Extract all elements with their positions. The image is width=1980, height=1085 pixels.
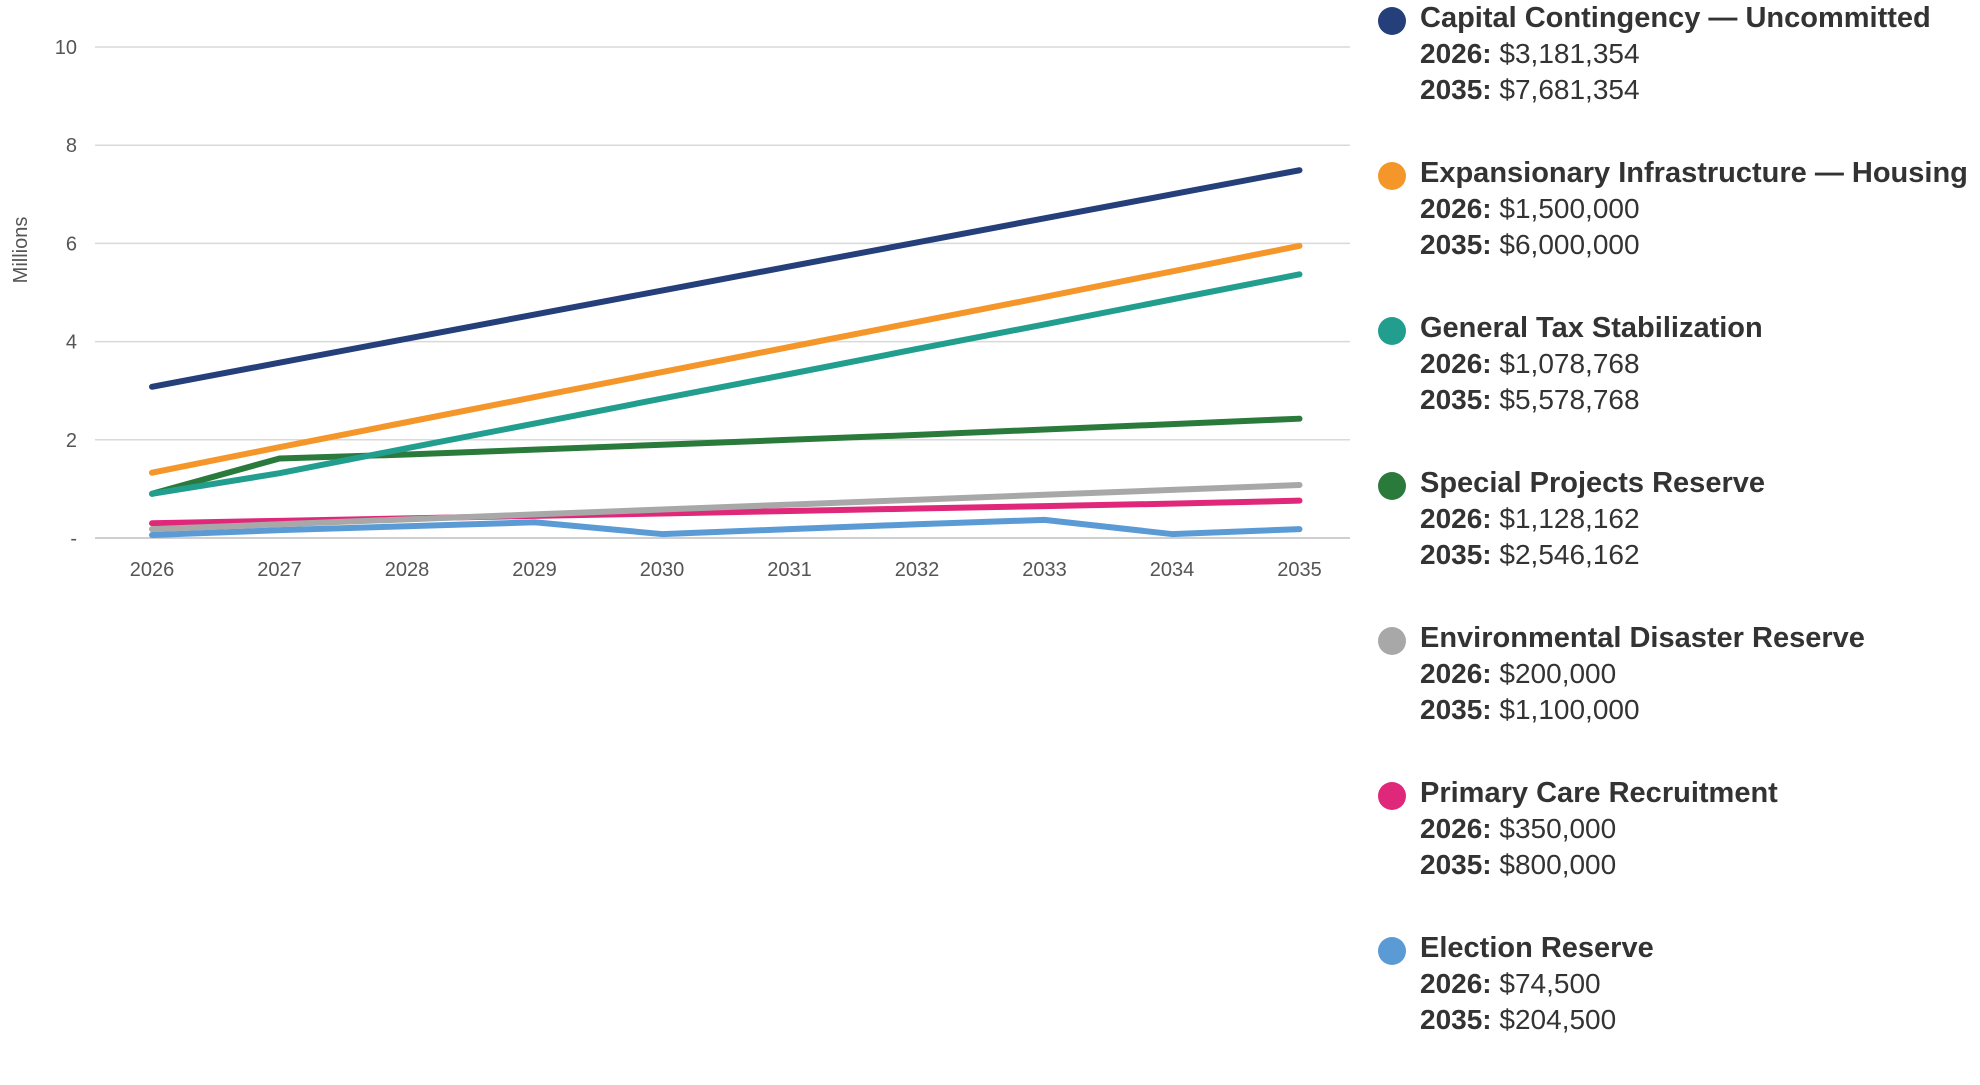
legend-end-row: 2035: $7,681,354	[1420, 74, 1640, 106]
legend-entry: General Tax Stabilization 2026: $1,078,76…	[1378, 310, 1978, 465]
legend-series-name: Environmental Disaster Reserve	[1420, 622, 1865, 654]
chart-canvas: - 2 4 6 8 10 2026 2027 2028 2029 2030 2031 2032 2033…	[10, 37, 1350, 581]
x-tick-label: 2028	[385, 559, 430, 581]
legend-year-label: 2035:	[1420, 539, 1492, 570]
legend-color-swatch	[1378, 317, 1406, 345]
legend-entry: Environmental Disaster Reserve 2026: $200…	[1378, 620, 1978, 775]
x-tick-label: 2030	[640, 559, 685, 581]
legend-start-row: 2026: $1,128,162	[1420, 503, 1640, 535]
legend-end-row: 2035: $5,578,768	[1420, 384, 1640, 416]
legend-year-label: 2035:	[1420, 849, 1492, 880]
x-tick-label: 2027	[257, 559, 302, 581]
y-tick-label: -	[70, 528, 77, 550]
legend-year-label: 2035:	[1420, 694, 1492, 725]
y-tick-label: 6	[66, 233, 77, 255]
legend-amount: $1,128,162	[1491, 503, 1640, 534]
legend: Capital Contingency — Uncommitted 2026: $…	[1378, 0, 1978, 1085]
series-line	[149, 167, 1303, 390]
series-line	[149, 271, 1303, 497]
x-tick-label: 2029	[512, 559, 557, 581]
x-tick-label: 2032	[895, 559, 940, 581]
series-lines	[149, 167, 1303, 539]
y-axis-title: Millions	[10, 217, 32, 284]
series-line	[149, 242, 1303, 476]
legend-entry: Expansionary Infrastructure — Housing 202…	[1378, 155, 1978, 310]
y-axis-ticks: - 2 4 6 8 10	[55, 37, 77, 550]
legend-amount: $3,181,354	[1491, 38, 1640, 69]
grid-lines	[95, 46, 1350, 539]
y-tick-label: 2	[66, 430, 77, 452]
legend-series-name: Expansionary Infrastructure — Housing	[1420, 157, 1968, 189]
legend-year-label: 2026:	[1420, 193, 1492, 224]
legend-amount: $7,681,354	[1491, 74, 1640, 105]
legend-year-label: 2035:	[1420, 229, 1492, 260]
series-line	[149, 516, 1303, 539]
y-tick-label: 8	[66, 135, 77, 157]
legend-amount: $1,100,000	[1491, 694, 1640, 725]
legend-start-row: 2026: $1,078,768	[1420, 348, 1640, 380]
legend-end-row: 2035: $2,546,162	[1420, 539, 1640, 571]
legend-entry: Election Reserve 2026: $74,500 2035: $204,…	[1378, 930, 1978, 1085]
legend-year-label: 2026:	[1420, 38, 1492, 69]
legend-year-label: 2026:	[1420, 503, 1492, 534]
legend-year-label: 2026:	[1420, 658, 1492, 689]
legend-year-label: 2035:	[1420, 384, 1492, 415]
legend-entry: Capital Contingency — Uncommitted 2026: $…	[1378, 0, 1978, 155]
legend-series-name: General Tax Stabilization	[1420, 312, 1763, 344]
legend-start-row: 2026: $350,000	[1420, 813, 1616, 845]
legend-color-swatch	[1378, 627, 1406, 655]
legend-end-row: 2035: $1,100,000	[1420, 694, 1640, 726]
series-line	[149, 481, 1303, 533]
legend-end-row: 2035: $204,500	[1420, 1004, 1616, 1036]
x-tick-label: 2035	[1277, 559, 1322, 581]
legend-amount: $74,500	[1491, 968, 1601, 999]
legend-series-name: Capital Contingency — Uncommitted	[1420, 2, 1931, 34]
legend-year-label: 2026:	[1420, 968, 1492, 999]
legend-amount: $6,000,000	[1491, 229, 1640, 260]
legend-start-row: 2026: $74,500	[1420, 968, 1601, 1000]
legend-color-swatch	[1378, 782, 1406, 810]
legend-color-swatch	[1378, 7, 1406, 35]
legend-start-row: 2026: $1,500,000	[1420, 193, 1640, 225]
legend-amount: $204,500	[1491, 1004, 1617, 1035]
legend-amount: $2,546,162	[1491, 539, 1640, 570]
legend-year-label: 2035:	[1420, 1004, 1492, 1035]
legend-year-label: 2026:	[1420, 348, 1492, 379]
legend-end-row: 2035: $800,000	[1420, 849, 1616, 881]
legend-end-row: 2035: $6,000,000	[1420, 229, 1640, 261]
legend-entry: Special Projects Reserve 2026: $1,128,162…	[1378, 465, 1978, 620]
legend-color-swatch	[1378, 162, 1406, 190]
legend-year-label: 2026:	[1420, 813, 1492, 844]
legend-amount: $5,578,768	[1491, 384, 1640, 415]
legend-start-row: 2026: $3,181,354	[1420, 38, 1640, 70]
legend-entry: Primary Care Recruitment 2026: $350,000 20…	[1378, 775, 1978, 930]
x-tick-label: 2031	[767, 559, 812, 581]
line-chart: - 2 4 6 8 10 2026 2027 2028 2029 2030 2031 2032 2033…	[0, 0, 1360, 620]
series-line	[149, 415, 1303, 497]
legend-amount: $1,500,000	[1491, 193, 1640, 224]
x-tick-label: 2033	[1022, 559, 1067, 581]
legend-amount: $800,000	[1491, 849, 1617, 880]
x-tick-label: 2026	[130, 559, 175, 581]
x-tick-label: 2034	[1150, 559, 1195, 581]
legend-amount: $1,078,768	[1491, 348, 1640, 379]
legend-amount: $200,000	[1491, 658, 1617, 689]
legend-series-name: Election Reserve	[1420, 932, 1654, 964]
legend-amount: $350,000	[1491, 813, 1617, 844]
legend-color-swatch	[1378, 472, 1406, 500]
legend-series-name: Special Projects Reserve	[1420, 467, 1765, 499]
legend-start-row: 2026: $200,000	[1420, 658, 1616, 690]
legend-series-name: Primary Care Recruitment	[1420, 777, 1778, 809]
y-tick-label: 10	[55, 37, 77, 59]
legend-color-swatch	[1378, 937, 1406, 965]
y-tick-label: 4	[66, 332, 77, 354]
legend-year-label: 2035:	[1420, 74, 1492, 105]
x-axis-ticks: 2026 2027 2028 2029 2030 2031 2032 2033 2034 2035	[130, 559, 1322, 581]
